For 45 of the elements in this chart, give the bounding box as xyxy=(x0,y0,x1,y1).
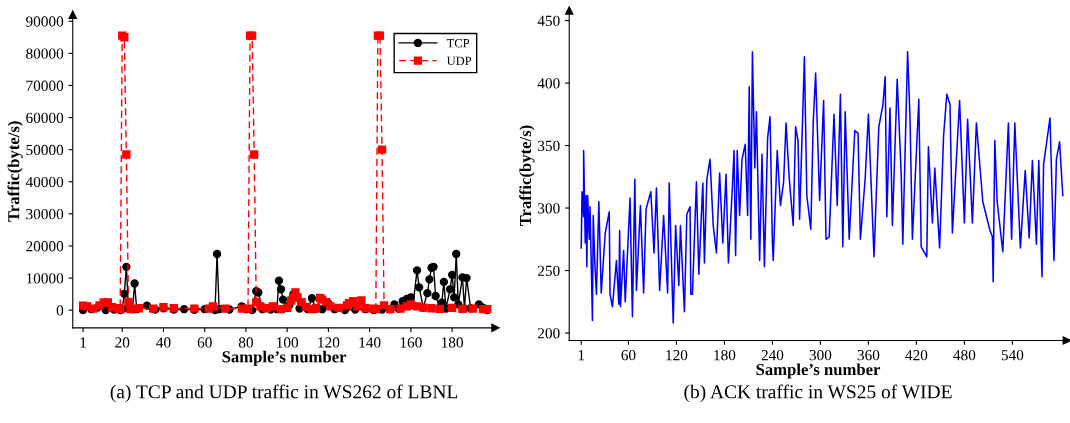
y-axis-title: Traffic(byte/s) xyxy=(519,125,535,227)
y-tick-label: 50000 xyxy=(26,144,64,156)
x-tick-label: 420 xyxy=(905,349,928,361)
x-tick-label: 60 xyxy=(621,349,636,361)
y-tick-label: 60000 xyxy=(26,112,64,123)
y-tick-label: 400 xyxy=(537,78,560,89)
y-tick-label: 250 xyxy=(537,265,560,276)
legend-label: UDP xyxy=(446,56,472,66)
x-tick-label: 180 xyxy=(442,337,463,348)
x-tick-label: 120 xyxy=(318,337,340,348)
x-tick-label: 1 xyxy=(578,350,585,361)
line-series xyxy=(580,51,1064,324)
y-tick-label: 30000 xyxy=(26,208,64,220)
x-tick-label: 100 xyxy=(277,337,299,348)
y-tick-label: 300 xyxy=(538,203,560,214)
x-tick-label: 360 xyxy=(857,349,880,361)
x-tick-label: 540 xyxy=(1001,349,1024,361)
x-tick-label: 480 xyxy=(953,349,976,361)
x-tick-label: 140 xyxy=(359,337,381,348)
x-tick-label: 1 xyxy=(80,337,86,348)
x-tick-label: 60 xyxy=(197,337,212,348)
y-tick-label: 0 xyxy=(56,305,64,316)
x-tick-label: 20 xyxy=(115,337,130,348)
y-tick-label: 70000 xyxy=(26,80,64,91)
y-axis-title: Traffic(byte/s) xyxy=(7,121,23,222)
y-tick-label: 350 xyxy=(538,140,560,151)
x-axis-title: Sample’s number xyxy=(756,363,881,379)
y-tick-label: 20000 xyxy=(26,241,64,252)
x-tick-label: 120 xyxy=(666,349,688,361)
x-tick-label: 240 xyxy=(761,349,784,361)
x-tick-label: 80 xyxy=(238,337,253,348)
x-axis-title: Sample’s number xyxy=(222,350,347,366)
text: (a) TCP and UDP traffic in WS262 of LBNL xyxy=(110,384,458,403)
y-tick-label: 10000 xyxy=(26,273,64,284)
y-tick-label: 90000 xyxy=(26,16,64,27)
y-tick-label: 450 xyxy=(537,15,560,27)
y-tick-label: 80000 xyxy=(26,48,64,59)
legend-label: TCP xyxy=(446,39,470,48)
x-tick-label: 300 xyxy=(809,349,832,361)
x-tick-label: 40 xyxy=(156,337,171,348)
text: (b) ACK traffic in WS25 of WIDE xyxy=(684,384,952,403)
x-tick-label: 160 xyxy=(400,337,422,348)
y-tick-label: 200 xyxy=(537,328,560,339)
x-tick-label: 180 xyxy=(714,349,736,361)
y-tick-label: 40000 xyxy=(25,176,64,188)
